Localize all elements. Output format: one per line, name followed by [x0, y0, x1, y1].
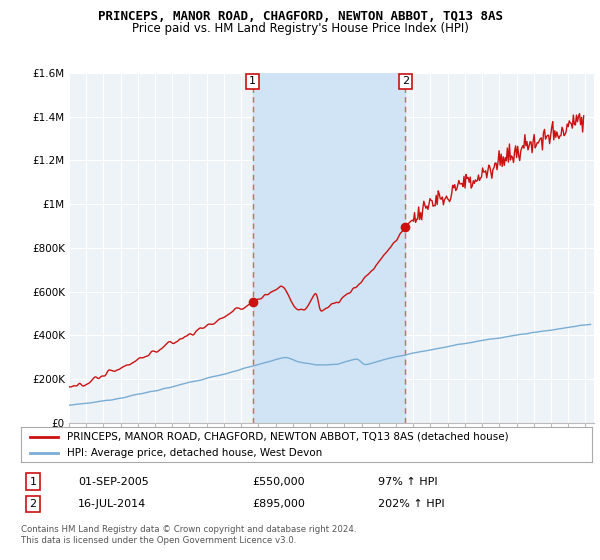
- Text: 1: 1: [29, 477, 37, 487]
- Text: 97% ↑ HPI: 97% ↑ HPI: [378, 477, 437, 487]
- Text: PRINCEPS, MANOR ROAD, CHAGFORD, NEWTON ABBOT, TQ13 8AS (detached house): PRINCEPS, MANOR ROAD, CHAGFORD, NEWTON A…: [67, 432, 508, 442]
- Text: £550,000: £550,000: [252, 477, 305, 487]
- Text: Contains HM Land Registry data © Crown copyright and database right 2024.
This d: Contains HM Land Registry data © Crown c…: [21, 525, 356, 545]
- Text: HPI: Average price, detached house, West Devon: HPI: Average price, detached house, West…: [67, 447, 322, 458]
- Text: 01-SEP-2005: 01-SEP-2005: [78, 477, 149, 487]
- Text: 2: 2: [29, 499, 37, 509]
- Text: 2: 2: [402, 76, 409, 86]
- Text: 202% ↑ HPI: 202% ↑ HPI: [378, 499, 445, 509]
- Text: 16-JUL-2014: 16-JUL-2014: [78, 499, 146, 509]
- Bar: [253, 73, 406, 423]
- Text: PRINCEPS, MANOR ROAD, CHAGFORD, NEWTON ABBOT, TQ13 8AS: PRINCEPS, MANOR ROAD, CHAGFORD, NEWTON A…: [97, 10, 503, 23]
- Text: 1: 1: [249, 76, 256, 86]
- Text: Price paid vs. HM Land Registry's House Price Index (HPI): Price paid vs. HM Land Registry's House …: [131, 22, 469, 35]
- Text: £895,000: £895,000: [252, 499, 305, 509]
